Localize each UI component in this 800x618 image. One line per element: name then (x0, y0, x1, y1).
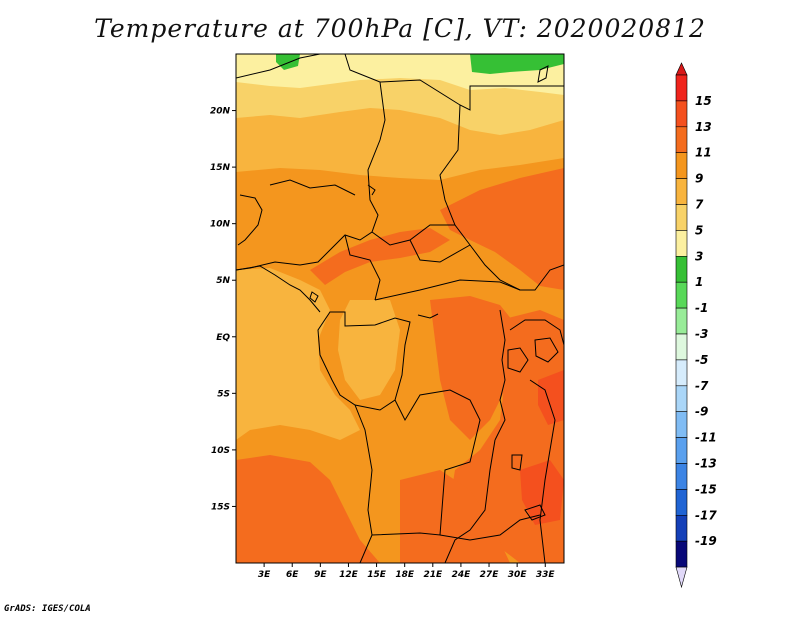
colorbar-swatch (675, 411, 688, 438)
colorbar-bottom-arrow (675, 566, 688, 589)
colorbar-swatch (675, 385, 688, 412)
x-axis-ticks: 3E 6E 9E 12E 15E 18E 21E 24E 27E 30E 33E (258, 563, 556, 580)
colorbar-swatch (675, 463, 688, 490)
colorbar-label: -19 (695, 534, 717, 548)
y-tick-label: 15S (211, 502, 230, 512)
colorbar-label: 7 (695, 198, 704, 212)
x-tick-label: 15E (367, 570, 387, 580)
colorbar-swatch (675, 333, 688, 361)
colorbar-swatch (675, 359, 688, 387)
colorbar-label: -5 (695, 353, 708, 367)
x-tick-label: 30E (508, 570, 528, 580)
colorbar-top-arrow (675, 62, 688, 76)
x-tick-label: 9E (314, 570, 327, 580)
y-tick-label: EQ (216, 333, 230, 343)
colorbar-swatch (675, 281, 688, 309)
x-tick-label: 24E (452, 570, 472, 580)
colorbar-swatch (675, 489, 688, 516)
grads-credit: GrADS: IGES/COLA (4, 604, 91, 614)
y-tick-label: 5S (217, 389, 230, 399)
x-tick-label: 27E (480, 570, 500, 580)
y-tick-label: 15N (210, 163, 231, 173)
colorbar-label: 9 (695, 172, 703, 186)
colorbar-label: 13 (695, 120, 712, 134)
x-tick-label: 33E (536, 570, 556, 580)
x-tick-label: 3E (258, 570, 271, 580)
map-frame (235, 53, 565, 564)
colorbar-label: 5 (695, 223, 703, 237)
colorbar-swatch (675, 178, 688, 205)
x-tick-label: 21E (423, 570, 443, 580)
colorbar-label: 3 (695, 249, 703, 263)
colorbar-label: 11 (695, 146, 712, 160)
colorbar-swatch (675, 100, 688, 128)
country-borders (236, 54, 564, 563)
y-tick-label: 10N (210, 220, 231, 230)
colorbar-swatch (675, 230, 688, 257)
colorbar-swatch (675, 204, 688, 231)
colorbar-label: -15 (695, 482, 717, 496)
colorbar-label: 1 (695, 275, 703, 289)
colorbar-label: -1 (695, 301, 708, 315)
colorbar-swatch (675, 540, 688, 568)
colorbar-label: -17 (695, 508, 717, 522)
colorbar-swatch (675, 255, 688, 283)
x-tick-label: 12E (339, 570, 359, 580)
y-tick-label: 20N (210, 107, 231, 117)
x-tick-label: 18E (395, 570, 415, 580)
colorbar-swatch (675, 152, 688, 179)
colorbar-swatch (675, 437, 688, 464)
colorbar: 15 13 11 9 7 5 3 1 -1 -3 -5 -7 -9 -11 -13 -15 -17 -19 (675, 62, 717, 589)
colorbar-label: -13 (695, 457, 717, 471)
y-tick-label: 10S (211, 446, 230, 456)
temperature-field (236, 54, 564, 563)
colorbar-swatch (675, 126, 688, 154)
colorbar-label: -3 (695, 327, 708, 341)
colorbar-swatch (675, 307, 688, 335)
y-axis-ticks: 20N 15N 10N 5N EQ 5S 10S 15S (210, 107, 236, 512)
map-title: Temperature at 700hPa [C], VT: 202002081… (94, 14, 706, 43)
x-tick-label: 6E (286, 570, 299, 580)
colorbar-label: -9 (695, 405, 708, 419)
colorbar-label: -7 (695, 379, 709, 393)
colorbar-label: -11 (695, 431, 717, 445)
y-tick-label: 5N (216, 276, 230, 286)
colorbar-swatch (675, 514, 688, 542)
colorbar-label: 15 (695, 94, 712, 108)
colorbar-swatch (675, 74, 688, 102)
